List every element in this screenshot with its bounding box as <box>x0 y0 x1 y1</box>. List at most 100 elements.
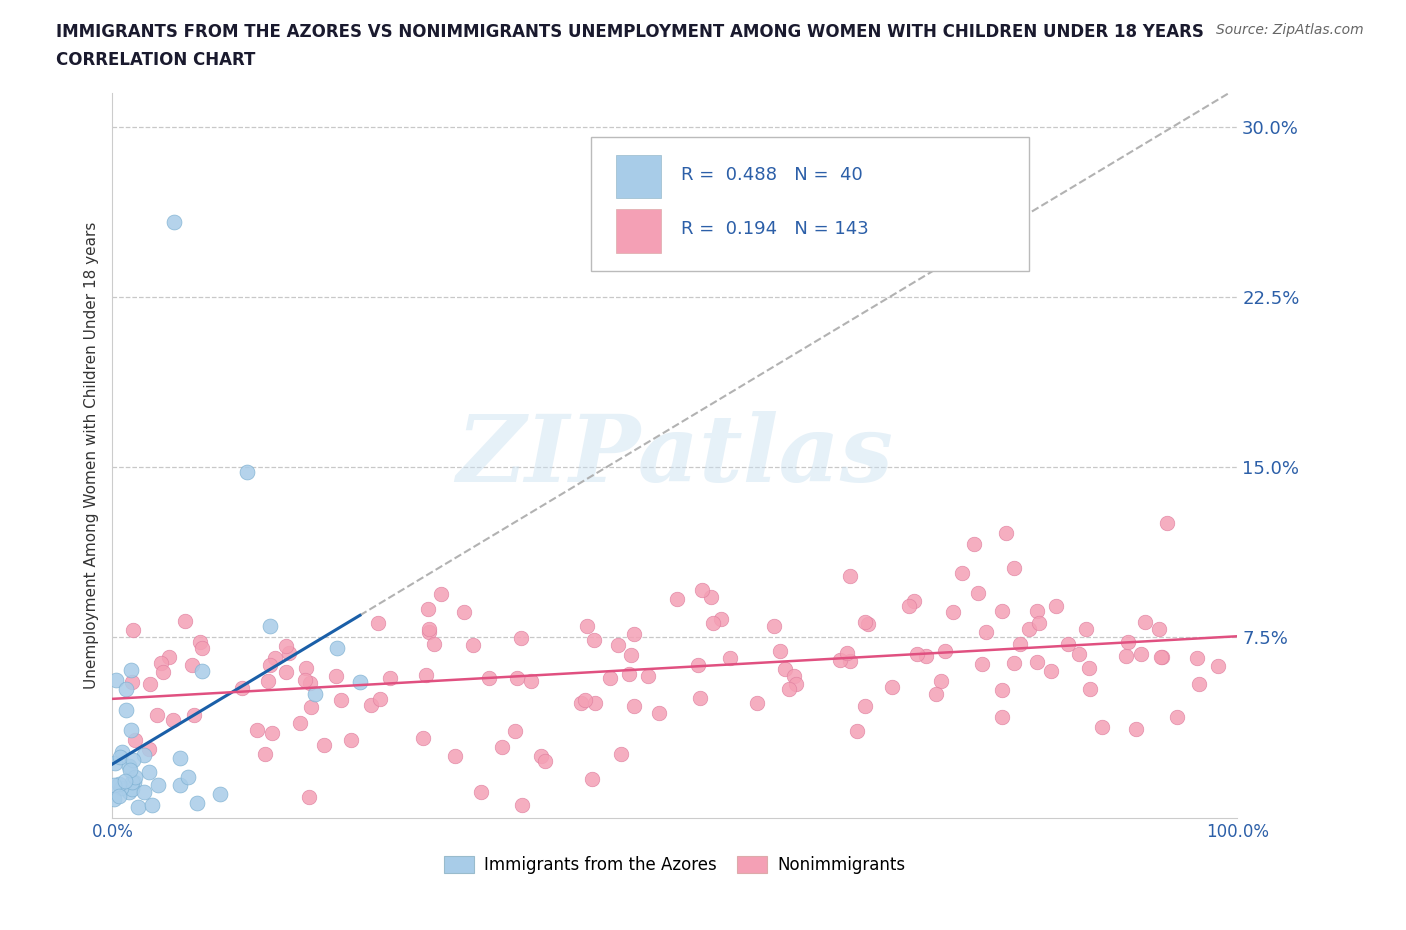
Point <box>138 765 160 780</box>
Point <box>620 647 643 662</box>
Point <box>830 653 852 668</box>
Point <box>423 637 446 652</box>
Point <box>769 644 792 658</box>
Point <box>349 675 371 690</box>
Point <box>1125 722 1147 737</box>
Point <box>637 669 659 684</box>
Point <box>1150 650 1173 665</box>
Point <box>191 640 214 655</box>
Point <box>231 680 253 695</box>
Point <box>718 651 741 666</box>
Point <box>174 614 197 629</box>
Point <box>169 777 191 792</box>
Point <box>360 698 382 712</box>
Point <box>967 586 990 601</box>
Point <box>453 604 475 619</box>
Point <box>110 781 132 796</box>
Point <box>330 692 353 707</box>
Point <box>991 683 1014 698</box>
Point <box>782 668 804 683</box>
Point <box>183 708 205 723</box>
Point <box>141 797 163 812</box>
Point <box>1147 622 1170 637</box>
Point <box>763 618 786 633</box>
Point <box>367 616 389 631</box>
Point <box>583 696 606 711</box>
Point <box>689 691 711 706</box>
Point <box>856 617 879 631</box>
Point <box>180 658 202 672</box>
Text: R =  0.488   N =  40: R = 0.488 N = 40 <box>681 166 862 184</box>
Point <box>412 730 434 745</box>
Point <box>1156 516 1178 531</box>
Point <box>188 634 211 649</box>
Point <box>418 621 440 636</box>
Point <box>1002 656 1025 671</box>
Point <box>312 737 335 752</box>
Point <box>134 748 156 763</box>
Bar <box>616 154 661 198</box>
Point <box>1166 710 1188 724</box>
Point <box>236 464 259 479</box>
Point <box>259 618 281 633</box>
Point <box>581 771 603 786</box>
Point <box>491 739 513 754</box>
Point <box>838 569 860 584</box>
Point <box>103 791 125 806</box>
Point <box>853 698 876 713</box>
Point <box>599 671 621 685</box>
Point <box>991 710 1014 724</box>
Point <box>120 763 142 777</box>
Point <box>915 648 938 663</box>
Point <box>934 644 956 658</box>
Point <box>1206 658 1229 673</box>
Point <box>277 645 299 660</box>
Point <box>503 724 526 739</box>
Point <box>506 671 529 685</box>
Point <box>942 604 965 619</box>
Point <box>120 663 142 678</box>
Point <box>124 732 146 747</box>
Point <box>444 749 467 764</box>
Point <box>139 676 162 691</box>
Point <box>415 668 437 683</box>
Text: Source: ZipAtlas.com: Source: ZipAtlas.com <box>1216 23 1364 37</box>
Point <box>127 800 149 815</box>
Point <box>299 675 322 690</box>
Point <box>1078 660 1101 675</box>
Legend: Immigrants from the Azores, Nonimmigrants: Immigrants from the Azores, Nonimmigrant… <box>436 848 914 883</box>
Point <box>274 664 297 679</box>
Point <box>963 537 986 551</box>
Point <box>1057 636 1080 651</box>
Point <box>121 782 143 797</box>
Point <box>1133 615 1156 630</box>
Point <box>574 692 596 707</box>
Point <box>114 774 136 789</box>
Point <box>510 631 533 645</box>
Point <box>257 673 280 688</box>
Point <box>122 752 145 767</box>
Point <box>534 754 557 769</box>
Point <box>648 706 671 721</box>
Point <box>378 671 401 685</box>
Point <box>177 769 200 784</box>
Bar <box>616 209 661 253</box>
Point <box>778 682 800 697</box>
Point <box>690 582 713 597</box>
Point <box>1018 621 1040 636</box>
Point <box>263 650 285 665</box>
Point <box>970 657 993 671</box>
Point <box>1078 682 1101 697</box>
Point <box>1025 655 1047 670</box>
Point <box>1045 599 1067 614</box>
Point <box>186 796 208 811</box>
Point <box>702 616 724 631</box>
Point <box>105 672 128 687</box>
Point <box>108 789 131 804</box>
Point <box>120 723 142 737</box>
Point <box>700 590 723 604</box>
Point <box>583 632 606 647</box>
Point <box>111 745 134 760</box>
Point <box>103 756 125 771</box>
Point <box>478 671 501 685</box>
